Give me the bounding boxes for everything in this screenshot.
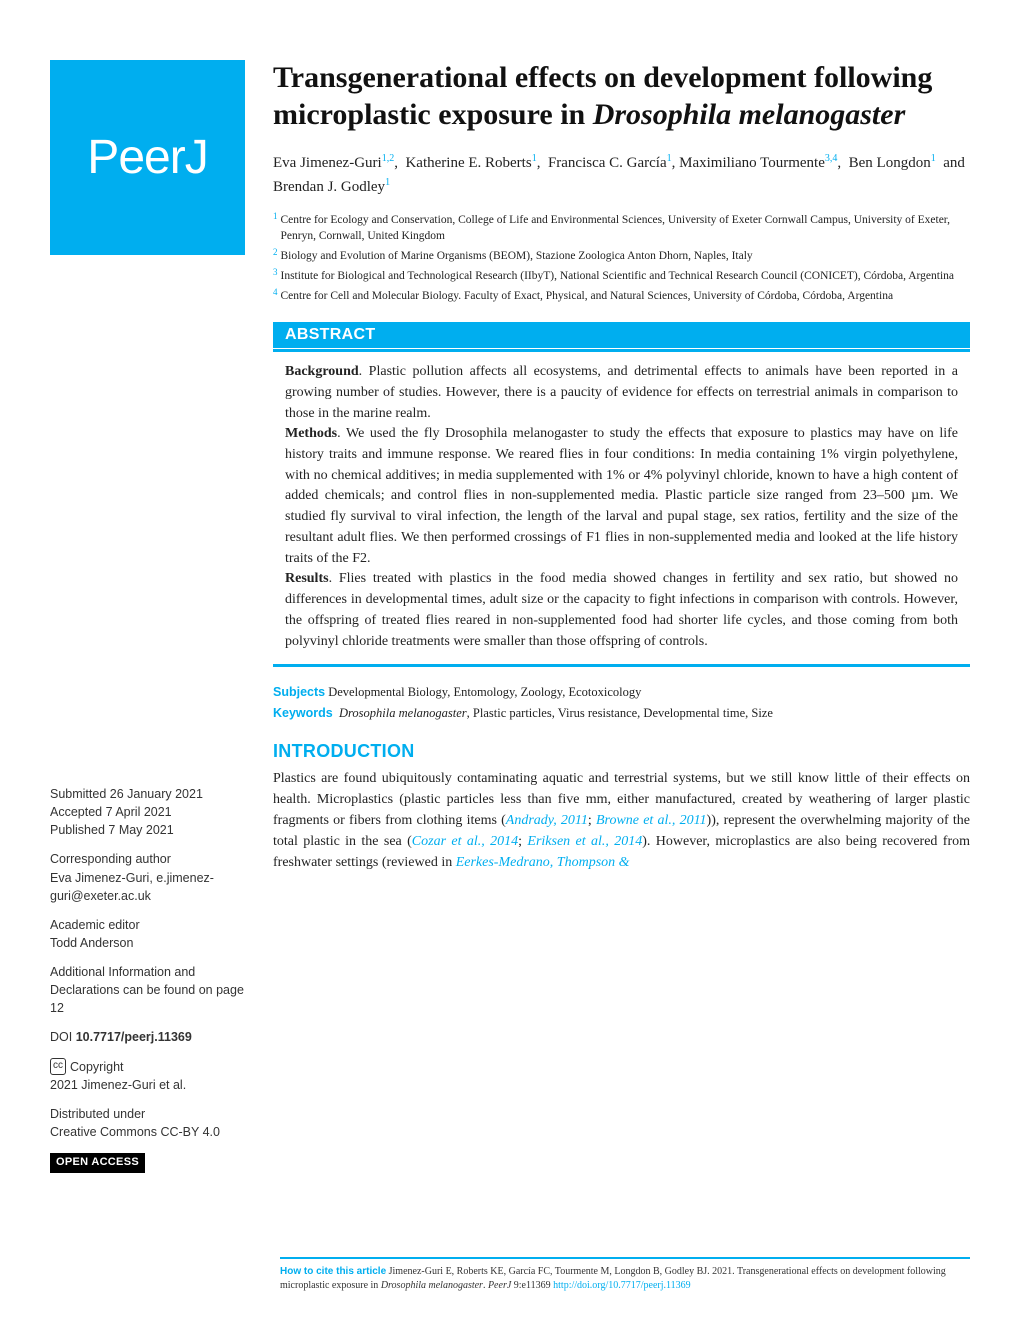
citation-link[interactable]: Andrady, 2011 xyxy=(506,813,588,828)
author-list: Eva Jimenez-Guri1,2, Katherine E. Robert… xyxy=(273,151,970,200)
accepted-label: Accepted xyxy=(50,805,102,819)
doi-value[interactable]: 10.7717/peerj.11369 xyxy=(76,1030,192,1044)
keywords-species: Drosophila melanogaster xyxy=(339,706,467,720)
affiliation-list: 1Centre for Ecology and Conservation, Co… xyxy=(273,212,970,304)
affiliation: 3Institute for Biological and Technologi… xyxy=(273,268,970,284)
subjects-row: Subjects Developmental Biology, Entomolo… xyxy=(273,683,970,702)
published-label: Published xyxy=(50,823,105,837)
abstract-heading: ABSTRACT xyxy=(273,322,970,348)
keywords-label: Keywords xyxy=(273,706,333,720)
abstract-background-label: Background xyxy=(285,364,359,379)
corr-author-heading: Corresponding author xyxy=(50,850,245,868)
abstract-body: Background. Plastic pollution affects al… xyxy=(273,349,970,667)
author: Katherine E. Roberts1 xyxy=(405,155,536,171)
accepted-date: 7 April 2021 xyxy=(106,805,172,819)
author: Eva Jimenez-Guri1,2 xyxy=(273,155,394,171)
author: Brendan J. Godley1 xyxy=(273,179,390,195)
copyright-label: Copyright xyxy=(70,1058,124,1076)
keywords-row: Keywords Drosophila melanogaster, Plasti… xyxy=(273,704,970,723)
affiliation: 1Centre for Ecology and Conservation, Co… xyxy=(273,212,970,244)
logo-text: PeerJ xyxy=(87,130,207,185)
submitted-label: Submitted xyxy=(50,787,106,801)
doi-label: DOI xyxy=(50,1030,72,1044)
citation-link[interactable]: Browne et al., 2011 xyxy=(596,813,707,828)
additional-info: Additional Information and Declarations … xyxy=(50,963,245,1017)
corresponding-author-block: Corresponding author Eva Jimenez-Guri, e… xyxy=(50,850,245,904)
citation-link[interactable]: Eerkes-Medrano, Thompson & xyxy=(456,855,630,870)
introduction-body: Plastics are found ubiquitously contamin… xyxy=(273,768,970,873)
peerj-logo: PeerJ xyxy=(50,60,245,255)
abstract-results-label: Results xyxy=(285,571,329,586)
academic-editor-block: Academic editor Todd Anderson xyxy=(50,916,245,952)
open-access-badge: OPEN ACCESS xyxy=(50,1152,245,1173)
citation-footer: How to cite this article Jimenez-Guri E,… xyxy=(280,1257,970,1292)
affiliation: 4Centre for Cell and Molecular Biology. … xyxy=(273,288,970,304)
copyright-text: 2021 Jimenez-Guri et al. xyxy=(50,1076,245,1094)
article-title: Transgenerational effects on development… xyxy=(273,60,970,133)
dist-text: Creative Commons CC-BY 4.0 xyxy=(50,1123,245,1141)
affiliation: 2Biology and Evolution of Marine Organis… xyxy=(273,248,970,264)
doi-row: DOI 10.7717/peerj.11369 xyxy=(50,1028,245,1046)
author: Ben Longdon1 xyxy=(849,155,936,171)
abstract-methods: . We used the fly Drosophila melanogaste… xyxy=(285,426,958,565)
citation-link[interactable]: Cozar et al., 2014 xyxy=(412,834,518,849)
submitted-row: Submitted 26 January 2021 Accepted 7 Apr… xyxy=(50,785,245,839)
keywords-list: , Plastic particles, Virus resistance, D… xyxy=(467,706,773,720)
distribution-block: Distributed under Creative Commons CC-BY… xyxy=(50,1105,245,1141)
cc-icon: cc xyxy=(50,1058,66,1075)
editor-name: Todd Anderson xyxy=(50,934,245,952)
abstract-background: . Plastic pollution affects all ecosyste… xyxy=(285,364,958,420)
published-date: 7 May 2021 xyxy=(108,823,173,837)
submitted-date: 26 January 2021 xyxy=(110,787,203,801)
author: Maximiliano Tourmente3,4 xyxy=(679,155,837,171)
dist-heading: Distributed under xyxy=(50,1105,245,1123)
abstract-methods-label: Methods xyxy=(285,426,337,441)
citation-link[interactable]: Eriksen et al., 2014 xyxy=(527,834,642,849)
copyright-block: cc Copyright 2021 Jimenez-Guri et al. xyxy=(50,1058,245,1094)
abstract-results: . Flies treated with plastics in the foo… xyxy=(285,571,958,648)
doi-link[interactable]: http://doi.org/10.7717/peerj.11369 xyxy=(553,1280,691,1291)
subjects-list: Developmental Biology, Entomology, Zoolo… xyxy=(328,685,641,699)
introduction-heading: INTRODUCTION xyxy=(273,741,970,762)
editor-heading: Academic editor xyxy=(50,916,245,934)
subjects-label: Subjects xyxy=(273,685,325,699)
howto-label: How to cite this article xyxy=(280,1266,386,1277)
corr-author-text: Eva Jimenez-Guri, e.jimenez-guri@exeter.… xyxy=(50,869,245,905)
author: Francisca C. García1 xyxy=(548,155,672,171)
